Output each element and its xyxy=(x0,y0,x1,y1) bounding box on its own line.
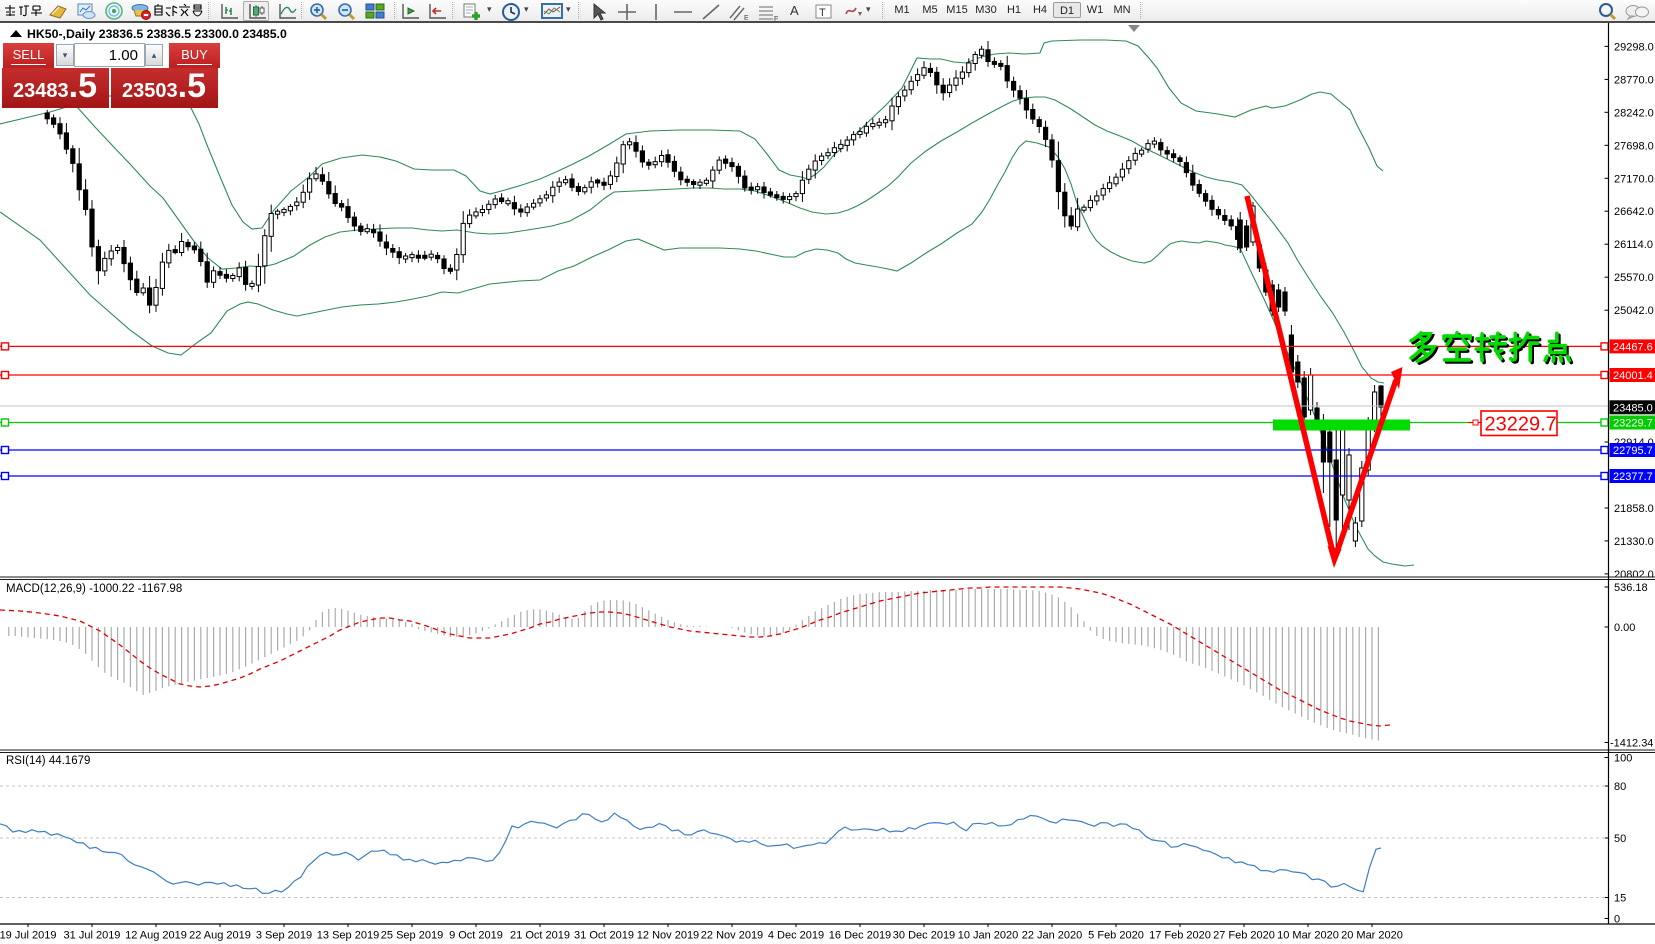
svg-text:16 Dec 2019: 16 Dec 2019 xyxy=(829,930,891,942)
svg-text:29298.0: 29298.0 xyxy=(1614,41,1654,53)
svg-text:25 Sep 2019: 25 Sep 2019 xyxy=(381,930,443,942)
svg-text:10 Jan 2020: 10 Jan 2020 xyxy=(958,930,1019,942)
svg-text:25042.0: 25042.0 xyxy=(1614,305,1654,317)
svg-text:-1412.34: -1412.34 xyxy=(1610,738,1653,750)
svg-text:HK50-,Daily 23836.5 23836.5 2: HK50-,Daily 23836.5 23836.5 23300.0 2348… xyxy=(27,27,287,41)
svg-text:12 Nov 2019: 12 Nov 2019 xyxy=(637,930,699,942)
svg-text:21330.0: 21330.0 xyxy=(1614,536,1654,548)
svg-text:27698.0: 27698.0 xyxy=(1614,140,1654,152)
svg-text:9 Oct 2019: 9 Oct 2019 xyxy=(449,930,503,942)
svg-text:RSI(14) 44.1679: RSI(14) 44.1679 xyxy=(6,755,90,767)
svg-text:50: 50 xyxy=(1614,833,1626,845)
svg-text:5 Feb 2020: 5 Feb 2020 xyxy=(1088,930,1144,942)
svg-text:25570.0: 25570.0 xyxy=(1614,272,1654,284)
svg-text:0: 0 xyxy=(1614,914,1620,926)
svg-text:F: F xyxy=(774,16,778,22)
svg-text:13 Sep 2019: 13 Sep 2019 xyxy=(317,930,379,942)
svg-text:22795.7: 22795.7 xyxy=(1613,445,1653,457)
svg-text:30 Dec 2019: 30 Dec 2019 xyxy=(893,930,955,942)
svg-text:20 Mar 2020: 20 Mar 2020 xyxy=(1341,930,1403,942)
svg-text:21858.0: 21858.0 xyxy=(1614,503,1654,515)
svg-text:28770.0: 28770.0 xyxy=(1614,74,1654,86)
svg-text:0.00: 0.00 xyxy=(1614,622,1635,634)
svg-text:3 Sep 2019: 3 Sep 2019 xyxy=(256,930,312,942)
svg-text:22 Aug 2019: 22 Aug 2019 xyxy=(189,930,251,942)
svg-text:MACD(12,26,9) -1000.22 -1167.9: MACD(12,26,9) -1000.22 -1167.98 xyxy=(6,583,182,595)
svg-text:28242.0: 28242.0 xyxy=(1614,107,1654,119)
svg-text:23229.7: 23229.7 xyxy=(1485,414,1557,436)
svg-text:31 Oct 2019: 31 Oct 2019 xyxy=(574,930,634,942)
svg-text:10 Mar 2020: 10 Mar 2020 xyxy=(1277,930,1339,942)
svg-text:24001.4: 24001.4 xyxy=(1613,370,1653,382)
svg-text:E: E xyxy=(744,15,749,22)
svg-text:22377.7: 22377.7 xyxy=(1613,471,1653,483)
svg-text:T: T xyxy=(819,7,826,19)
svg-text:19 Jul 2019: 19 Jul 2019 xyxy=(0,930,56,942)
svg-text:27 Feb 2020: 27 Feb 2020 xyxy=(1213,930,1275,942)
svg-text:23229.7: 23229.7 xyxy=(1613,418,1653,430)
svg-text:22 Nov 2019: 22 Nov 2019 xyxy=(701,930,763,942)
svg-text:23485.0: 23485.0 xyxy=(1613,402,1653,414)
svg-text:17 Feb 2020: 17 Feb 2020 xyxy=(1149,930,1211,942)
svg-text:27170.0: 27170.0 xyxy=(1614,173,1654,185)
svg-text:26114.0: 26114.0 xyxy=(1614,239,1653,251)
svg-text:536.18: 536.18 xyxy=(1614,582,1648,594)
svg-text:21 Oct 2019: 21 Oct 2019 xyxy=(510,930,570,942)
svg-text:24467.6: 24467.6 xyxy=(1613,341,1653,353)
svg-text:26642.0: 26642.0 xyxy=(1614,206,1654,218)
svg-text:22 Jan 2020: 22 Jan 2020 xyxy=(1022,930,1083,942)
svg-text:12 Aug 2019: 12 Aug 2019 xyxy=(125,930,187,942)
svg-text:80: 80 xyxy=(1614,781,1626,793)
svg-text:100: 100 xyxy=(1614,753,1632,765)
svg-text:4 Dec 2019: 4 Dec 2019 xyxy=(768,930,824,942)
svg-text:15: 15 xyxy=(1614,893,1626,905)
svg-text:31 Jul 2019: 31 Jul 2019 xyxy=(64,930,121,942)
